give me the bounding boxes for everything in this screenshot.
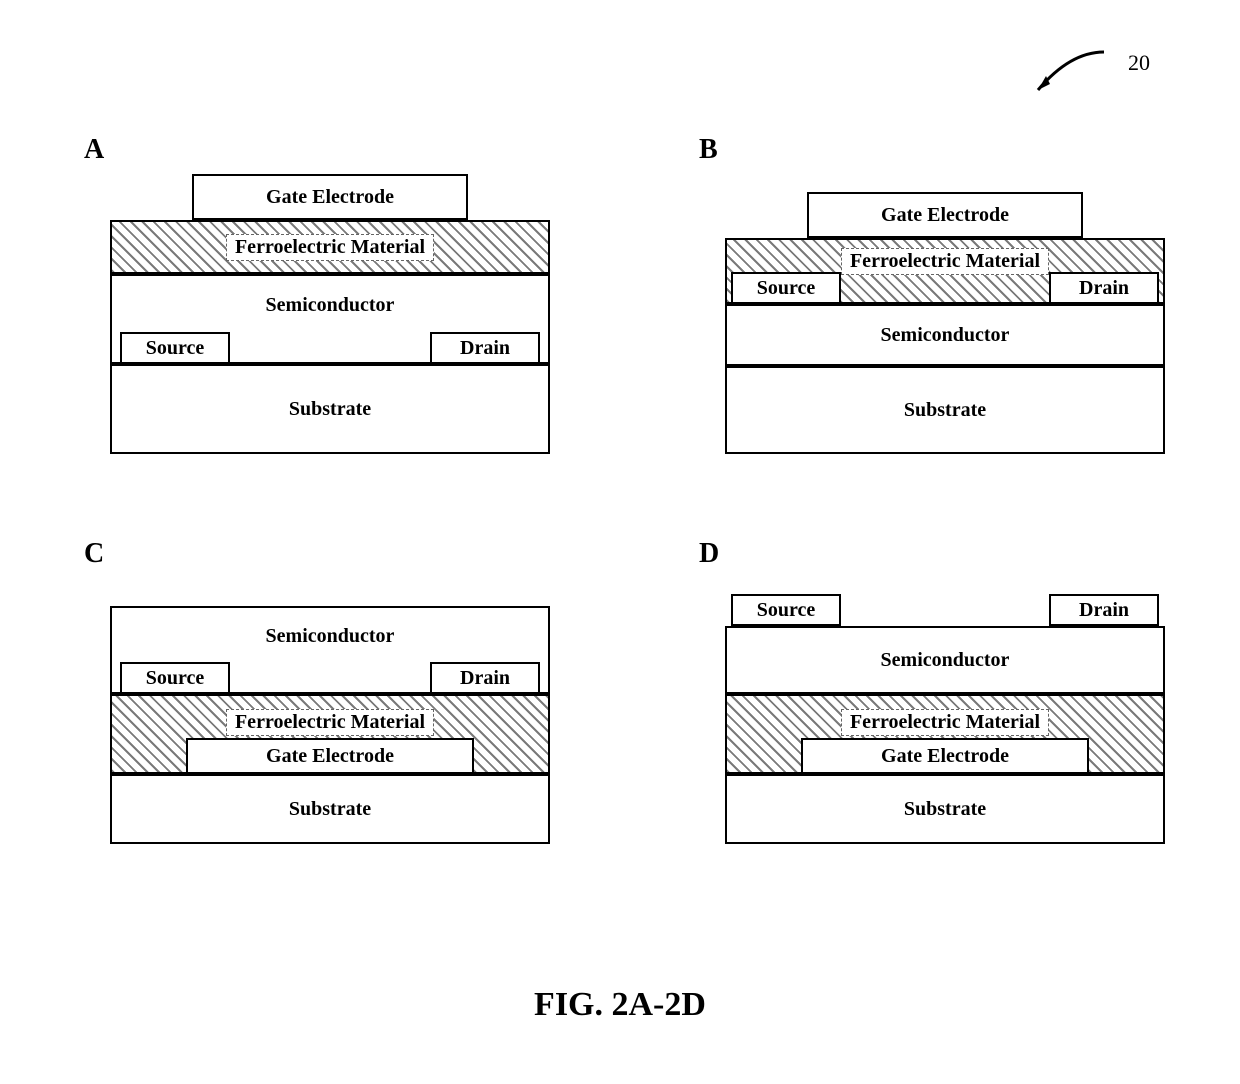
panel-A: A Substrate Semiconductor Source Drain xyxy=(60,140,565,454)
device-A: Substrate Semiconductor Source Drain Fer… xyxy=(110,174,550,454)
drain-electrode: Drain xyxy=(1049,272,1159,304)
panel-B-letter: B xyxy=(699,134,718,166)
gate-electrode: Gate Electrode xyxy=(801,738,1089,774)
ferroelectric-label: Ferroelectric Material xyxy=(226,234,434,261)
panel-C: C Substrate Ferroelectric Material Gate … xyxy=(60,544,565,858)
semiconductor-label: Semiconductor xyxy=(875,649,1016,672)
ferroelectric-label: Ferroelectric Material xyxy=(841,248,1049,275)
panel-A-letter: A xyxy=(84,134,104,166)
gate-label: Gate Electrode xyxy=(260,745,400,768)
reference-number: 20 xyxy=(1128,50,1150,76)
gate-electrode: Gate Electrode xyxy=(186,738,474,774)
gate-label: Gate Electrode xyxy=(875,204,1015,227)
substrate-layer: Substrate xyxy=(725,774,1165,844)
device-B: Substrate Semiconductor Ferroelectric Ma… xyxy=(725,174,1165,454)
source-electrode: Source xyxy=(120,662,230,694)
source-label: Source xyxy=(751,277,822,300)
semiconductor-label: Semiconductor xyxy=(260,294,401,317)
figure-grid: A Substrate Semiconductor Source Drain xyxy=(60,140,1180,858)
drain-electrode: Drain xyxy=(430,662,540,694)
drain-label: Drain xyxy=(1073,277,1135,300)
drain-label: Drain xyxy=(1073,599,1135,622)
semiconductor-label: Semiconductor xyxy=(875,324,1016,347)
gate-electrode: Gate Electrode xyxy=(192,174,468,220)
device-C: Substrate Ferroelectric Material Gate El… xyxy=(110,578,550,858)
panel-B: B Substrate Semiconductor Ferroelectric … xyxy=(675,140,1180,454)
drain-label: Drain xyxy=(454,667,516,690)
drain-electrode: Drain xyxy=(430,332,540,364)
semiconductor-layer: Semiconductor xyxy=(725,626,1165,694)
source-electrode: Source xyxy=(731,594,841,626)
ferroelectric-label: Ferroelectric Material xyxy=(226,709,434,736)
substrate-label: Substrate xyxy=(283,398,377,421)
substrate-layer: Substrate xyxy=(110,364,550,454)
ferroelectric-layer: Ferroelectric Material xyxy=(110,220,550,274)
substrate-layer: Substrate xyxy=(110,774,550,844)
source-label: Source xyxy=(140,667,211,690)
semiconductor-layer: Semiconductor xyxy=(725,304,1165,366)
substrate-label: Substrate xyxy=(283,798,377,821)
drain-label: Drain xyxy=(454,337,516,360)
panel-D: D Substrate Ferroelectric Material Gate … xyxy=(675,544,1180,858)
ferroelectric-label: Ferroelectric Material xyxy=(841,709,1049,736)
substrate-layer: Substrate xyxy=(725,366,1165,454)
source-electrode: Source xyxy=(731,272,841,304)
reference-arrow xyxy=(1020,48,1110,108)
gate-label: Gate Electrode xyxy=(260,186,400,209)
panel-C-letter: C xyxy=(84,538,104,570)
gate-label: Gate Electrode xyxy=(875,745,1015,768)
semiconductor-label: Semiconductor xyxy=(260,625,401,648)
device-D: Substrate Ferroelectric Material Gate El… xyxy=(725,578,1165,858)
figure-caption: FIG. 2A-2D xyxy=(0,986,1240,1024)
substrate-label: Substrate xyxy=(898,399,992,422)
source-label: Source xyxy=(140,337,211,360)
source-electrode: Source xyxy=(120,332,230,364)
gate-electrode: Gate Electrode xyxy=(807,192,1083,238)
panel-D-letter: D xyxy=(699,538,719,570)
drain-electrode: Drain xyxy=(1049,594,1159,626)
source-label: Source xyxy=(751,599,822,622)
substrate-label: Substrate xyxy=(898,798,992,821)
